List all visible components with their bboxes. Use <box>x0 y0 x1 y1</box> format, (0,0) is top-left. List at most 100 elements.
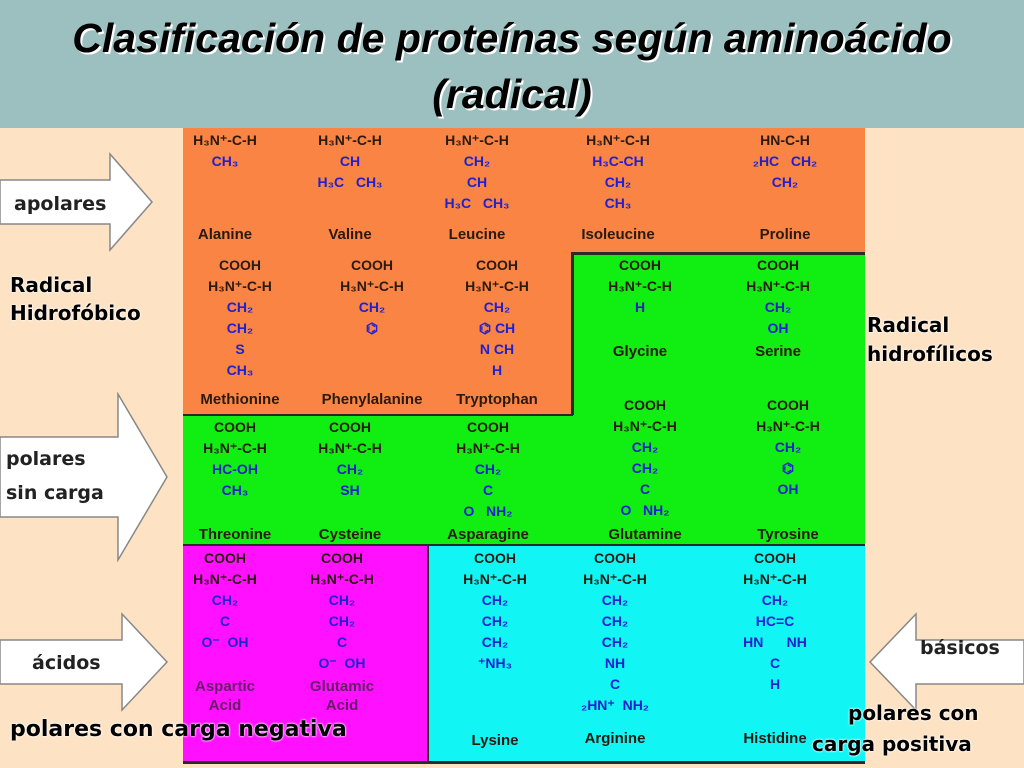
structure-line: ⌬ <box>781 460 795 476</box>
structure-line: COOH <box>219 257 261 273</box>
structure-line: CH₂ <box>631 439 659 455</box>
structure-line: COOH <box>467 419 509 435</box>
amino-acid-name: Serine <box>755 343 801 360</box>
slide-title-line-2: (radical) <box>432 71 592 117</box>
structure-line: CH <box>466 174 488 190</box>
divider <box>183 761 865 764</box>
structure-line: CH₂ <box>483 299 511 315</box>
structure-line: CH₂ <box>761 592 789 608</box>
structure-line: H₃C CH₃ <box>317 174 383 190</box>
structure-line: HC=C <box>755 613 795 629</box>
amino-acid-structure: COOH H₃N⁺-C-H CH₂ OH <box>703 255 853 339</box>
structure-line: H <box>634 299 646 315</box>
structure-line: OH <box>767 320 789 336</box>
arrow-left-icon <box>868 612 1024 712</box>
structure-line: CH₂ <box>764 299 792 315</box>
amino-acid-name: Tryptophan <box>456 391 538 408</box>
structure-line: CH₂ <box>336 461 364 477</box>
label-radical-hidrofobico-2: Hidrofóbico <box>10 301 141 325</box>
structure-line: H₃N⁺-C-H <box>318 440 382 456</box>
divider <box>573 252 865 255</box>
amino-acid-name: Arginine <box>584 730 646 747</box>
structure-line: H₃N⁺-C-H <box>203 440 267 456</box>
structure-line: O⁻ OH <box>201 634 249 650</box>
structure-line: H₃N⁺-C-H <box>310 571 374 587</box>
arrow-label-acidos: ácidos <box>32 652 101 674</box>
amino-acid-structure: COOH H₃N⁺-C-H CH₂ SH <box>275 417 425 501</box>
structure-line: H <box>769 676 781 692</box>
amino-acid-name: Phenylalanine <box>321 391 423 408</box>
structure-line: CH₃ <box>211 153 239 169</box>
structure-line: H₃N⁺-C-H <box>743 571 807 587</box>
amino-acid-name: Proline <box>759 226 811 243</box>
structure-line: H₃N⁺-C-H <box>340 278 404 294</box>
structure-line: COOH <box>767 397 809 413</box>
arrow-label-sin-carga: sin carga <box>6 482 104 504</box>
polar-region-top <box>573 253 865 415</box>
amino-acid-name: Glycine <box>612 343 668 360</box>
arrow-label-apolares: apolares <box>14 193 107 215</box>
apolar-region-bottom <box>183 253 573 415</box>
structure-line: H <box>491 362 503 378</box>
label-carga-positiva-2: carga positiva <box>812 732 972 756</box>
structure-line: CH₂ <box>481 592 509 608</box>
structure-line: HN-C-H <box>760 132 810 148</box>
amino-acid-structure: COOH H₃N⁺-C-H CH₂ C O NH₂ <box>413 417 563 522</box>
structure-line: O NH₂ <box>620 502 670 518</box>
structure-line: S <box>235 341 245 357</box>
structure-line: CH₂ <box>226 320 254 336</box>
acid-region <box>183 545 428 762</box>
structure-line: NH <box>604 655 626 671</box>
amino-acid-structure: H₃N⁺-C-H CH₂ CH H₃C CH₃ <box>402 130 552 214</box>
amino-acid-structure: H₃N⁺-C-H CH H₃C CH₃ <box>275 130 425 193</box>
arrow-right-icon <box>0 152 153 252</box>
amino-acid-structure: COOH H₃N⁺-C-H CH₂ CH₂ S CH₃ <box>165 255 315 381</box>
structure-line: O NH₂ <box>463 503 513 519</box>
structure-line: ⌬ <box>365 320 379 336</box>
structure-line: H₃C CH₃ <box>444 195 510 211</box>
amino-acid-name: Alanine <box>197 226 253 243</box>
structure-line: N CH <box>479 341 515 357</box>
label-radical-hidrofobico-1: Radical <box>10 273 93 297</box>
structure-line: CH₂ <box>474 461 502 477</box>
structure-line: H₃N⁺-C-H <box>463 571 527 587</box>
amino-acid-structure: H₃N⁺-C-H H₃C-CH CH₂ CH₃ <box>543 130 693 214</box>
amino-acid-structure: COOH H₃N⁺-C-H CH₂ ⌬ <box>297 255 447 339</box>
arrow-right-icon <box>0 392 168 562</box>
structure-line: CH₂ <box>226 299 254 315</box>
structure-line: CH₂ <box>601 592 629 608</box>
structure-line: C <box>639 481 651 497</box>
amino-acid-name: Histidine <box>743 730 807 747</box>
arrow-label-basicos: básicos <box>920 637 1000 659</box>
structure-line: CH₂ <box>481 613 509 629</box>
structure-line: H₃N⁺-C-H <box>318 132 382 148</box>
basic-region <box>428 545 865 762</box>
structure-line: H₃N⁺-C-H <box>756 418 820 434</box>
structure-line: CH₂ <box>774 439 802 455</box>
label-radical-hidrofilicos-1: Radical <box>867 313 950 337</box>
apolar-region-top <box>183 128 865 253</box>
amino-acid-structure: COOH H₃N⁺-C-H HC-OH CH₃ <box>160 417 310 501</box>
structure-line: H₃N⁺-C-H <box>193 132 257 148</box>
structure-line: COOH <box>624 397 666 413</box>
structure-line: C <box>336 634 348 650</box>
structure-line: COOH <box>476 257 518 273</box>
structure-line: H₃N⁺-C-H <box>465 278 529 294</box>
amino-acid-structure: COOH H₃N⁺-C-H CH₂ CH₂ CH₂ ⁺NH₃ <box>420 548 570 674</box>
arrow-label-polares: polares <box>6 448 86 470</box>
divider <box>183 544 865 546</box>
structure-line: CH₂ <box>631 460 659 476</box>
arrow-right-icon <box>0 612 169 712</box>
structure-line: ₂HN⁺ NH₂ <box>580 697 650 713</box>
polar-region-bottom <box>183 415 865 545</box>
amino-acid-name: Asparagine <box>447 526 529 543</box>
structure-line: COOH <box>204 550 246 566</box>
label-radical-hidrofilicos-2: hidrofílicos <box>867 342 993 366</box>
structure-line: CH₂ <box>771 174 799 190</box>
amino-acid-name: Threonine <box>198 526 272 543</box>
structure-line: CH₂ <box>604 174 632 190</box>
structure-line: ⌬ CH <box>478 320 516 336</box>
structure-line: H₃N⁺-C-H <box>583 571 647 587</box>
structure-line: H₃N⁺-C-H <box>456 440 520 456</box>
amino-acid-name: Valine <box>328 226 372 243</box>
